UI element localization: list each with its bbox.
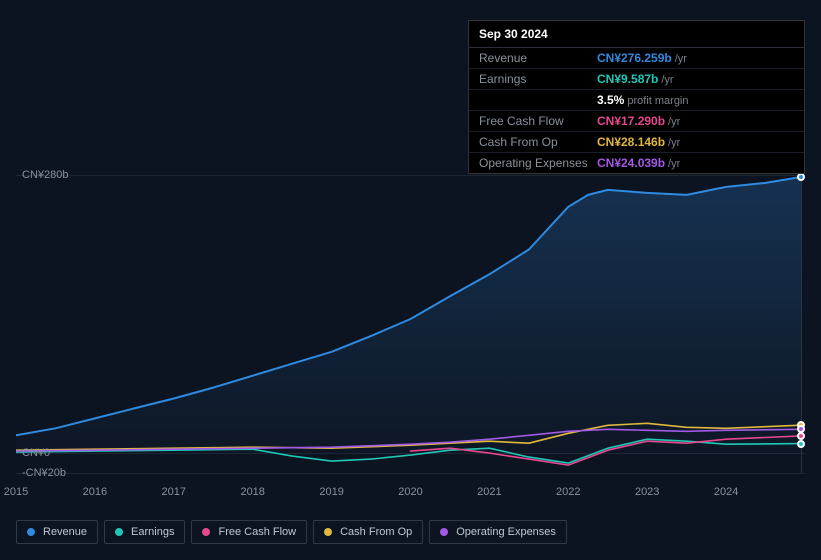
legend-item-revenue[interactable]: Revenue	[16, 520, 98, 544]
line-chart	[16, 175, 805, 473]
legend-dot-icon	[324, 528, 332, 536]
x-tick-label: 2017	[162, 486, 186, 498]
legend-dot-icon	[202, 528, 210, 536]
legend-item-cash-from-op[interactable]: Cash From Op	[313, 520, 423, 544]
legend-item-free-cash-flow[interactable]: Free Cash Flow	[191, 520, 307, 544]
legend-label: Cash From Op	[340, 526, 412, 538]
tooltip-row: Operating ExpensesCN¥24.039b/yr	[469, 153, 804, 173]
x-tick-label: 2024	[714, 486, 738, 498]
series-cursor-dot	[797, 425, 805, 433]
y-tick-label: -CN¥20b	[22, 467, 66, 479]
x-tick-label: 2019	[319, 486, 343, 498]
y-tick-label: CN¥0	[22, 447, 50, 459]
tooltip-row-value: CN¥9.587b	[597, 72, 658, 86]
legend-label: Revenue	[43, 526, 87, 538]
tooltip-row-value: CN¥24.039b	[597, 156, 665, 170]
chart-legend: Revenue Earnings Free Cash Flow Cash From O…	[16, 520, 567, 544]
tooltip-row-label: Free Cash Flow	[479, 114, 597, 128]
tooltip-date: Sep 30 2024	[469, 21, 804, 48]
tooltip-row-value: CN¥17.290b	[597, 114, 665, 128]
tooltip-row-label: Operating Expenses	[479, 156, 597, 170]
tooltip-row-value: CN¥276.259b	[597, 51, 672, 65]
tooltip-row-value: CN¥28.146b	[597, 135, 665, 149]
x-tick-label: 2023	[635, 486, 659, 498]
tooltip-row: Cash From OpCN¥28.146b/yr	[469, 132, 804, 153]
x-tick-label: 2018	[240, 486, 264, 498]
legend-item-earnings[interactable]: Earnings	[104, 520, 185, 544]
tooltip-row-suffix: profit margin	[627, 95, 688, 107]
legend-label: Earnings	[131, 526, 174, 538]
tooltip-row-suffix: /yr	[668, 137, 680, 149]
tooltip-row-suffix: /yr	[668, 158, 680, 170]
legend-dot-icon	[27, 528, 35, 536]
x-tick-label: 2015	[4, 486, 28, 498]
legend-item-operating-expenses[interactable]: Operating Expenses	[429, 520, 567, 544]
x-tick-label: 2021	[477, 486, 501, 498]
tooltip-row-suffix: /yr	[668, 116, 680, 128]
chart-tooltip: Sep 30 2024 RevenueCN¥276.259b/yrEarning…	[468, 20, 805, 174]
tooltip-row-value: 3.5%	[597, 93, 624, 107]
tooltip-row: Free Cash FlowCN¥17.290b/yr	[469, 111, 804, 132]
legend-dot-icon	[440, 528, 448, 536]
tooltip-row-label: Cash From Op	[479, 135, 597, 149]
tooltip-row-label: Revenue	[479, 51, 597, 65]
x-tick-label: 2022	[556, 486, 580, 498]
legend-label: Free Cash Flow	[218, 526, 296, 538]
series-cursor-dot	[797, 173, 805, 181]
legend-dot-icon	[115, 528, 123, 536]
tooltip-row: 3.5%profit margin	[469, 90, 804, 111]
tooltip-row: EarningsCN¥9.587b/yr	[469, 69, 804, 90]
series-cursor-dot	[797, 440, 805, 448]
tooltip-row-suffix: /yr	[661, 74, 673, 86]
tooltip-row-label: Earnings	[479, 72, 597, 86]
x-tick-label: 2016	[83, 486, 107, 498]
legend-label: Operating Expenses	[456, 526, 556, 538]
y-tick-label: CN¥280b	[22, 169, 68, 181]
tooltip-row-suffix: /yr	[675, 53, 687, 65]
tooltip-row: RevenueCN¥276.259b/yr	[469, 48, 804, 69]
x-tick-label: 2020	[398, 486, 422, 498]
